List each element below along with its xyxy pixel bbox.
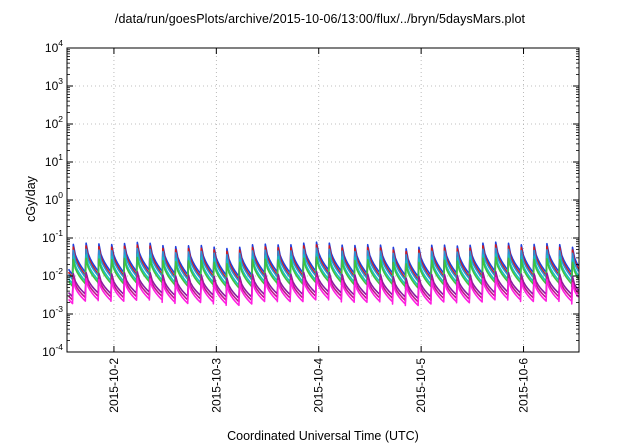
y-tick-label: 10-1 [42, 228, 63, 245]
y-tick-label: 104 [45, 38, 63, 55]
tick-labels: 10-4 10-3 10-2 10-1 100 101 102 103 104 2015-10-2… [42, 38, 530, 413]
series-line [67, 276, 579, 307]
y-tick-label: 103 [45, 76, 63, 93]
y-tick-label: 10-4 [42, 342, 63, 359]
x-tick-label: 2015-10-4 [312, 358, 326, 413]
x-tick-label: 2015-10-6 [517, 358, 531, 413]
y-tick-label: 100 [45, 190, 63, 207]
y-tick-label: 101 [45, 152, 63, 169]
x-axis-label: Coordinated Universal Time (UTC) [227, 429, 419, 443]
y-tick-label: 102 [45, 114, 63, 131]
grid [67, 48, 579, 352]
y-tick-label: 10-3 [42, 304, 63, 321]
x-tick-label: 2015-10-3 [209, 358, 223, 413]
axis-ticks [67, 47, 579, 353]
y-tick-label: 10-2 [42, 266, 63, 283]
chart-title: /data/run/goesPlots/archive/2015-10-06/1… [114, 12, 526, 26]
series-group [67, 241, 579, 307]
x-tick-label: 2015-10-2 [107, 358, 121, 413]
x-tick-label: 2015-10-5 [414, 358, 428, 413]
